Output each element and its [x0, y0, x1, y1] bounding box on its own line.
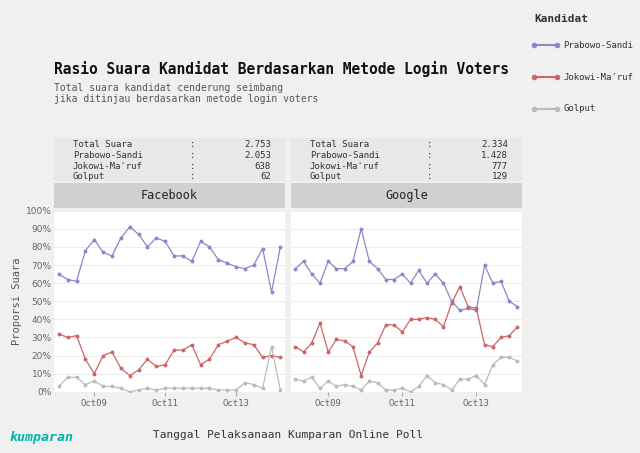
Text: Kandidat: Kandidat [534, 14, 588, 24]
Text: 777: 777 [492, 162, 508, 171]
Text: Facebook: Facebook [141, 189, 198, 202]
Text: Golput: Golput [563, 104, 595, 113]
Text: :: : [427, 173, 432, 181]
Text: Jokowi-Ma'ruf: Jokowi-Ma'ruf [310, 162, 380, 171]
Text: Google: Google [385, 189, 428, 202]
Text: 2.053: 2.053 [244, 151, 271, 160]
Text: :: : [190, 173, 195, 181]
Text: :: : [427, 162, 432, 171]
Text: Jokowi-Ma'ruf: Jokowi-Ma'ruf [563, 72, 633, 82]
Text: Golput: Golput [73, 173, 105, 181]
Text: :: : [190, 140, 195, 149]
Text: :: : [427, 140, 432, 149]
Text: Prabowo-Sandi: Prabowo-Sandi [563, 41, 633, 50]
Text: Jokowi-Ma'ruf: Jokowi-Ma'ruf [73, 162, 143, 171]
Text: :: : [190, 162, 195, 171]
Text: Total Suara: Total Suara [310, 140, 369, 149]
Text: kumparan: kumparan [10, 431, 74, 444]
Text: 2.334: 2.334 [481, 140, 508, 149]
Text: 2.753: 2.753 [244, 140, 271, 149]
Text: :: : [427, 151, 432, 160]
Text: Tanggal Pelaksanaan Kumparan Online Poll: Tanggal Pelaksanaan Kumparan Online Poll [153, 430, 423, 440]
Text: Total suara kandidat cenderung seimbang
jika ditinjau berdasarkan metode login v: Total suara kandidat cenderung seimbang … [54, 82, 319, 104]
Text: 1.428: 1.428 [481, 151, 508, 160]
Text: :: : [190, 151, 195, 160]
Text: 129: 129 [492, 173, 508, 181]
Text: 638: 638 [255, 162, 271, 171]
Text: Prabowo-Sandi: Prabowo-Sandi [310, 151, 380, 160]
Text: Total Suara: Total Suara [73, 140, 132, 149]
Text: Prabowo-Sandi: Prabowo-Sandi [73, 151, 143, 160]
Text: Rasio Suara Kandidat Berdasarkan Metode Login Voters: Rasio Suara Kandidat Berdasarkan Metode … [54, 61, 509, 77]
Text: Golput: Golput [310, 173, 342, 181]
Text: 62: 62 [260, 173, 271, 181]
Y-axis label: Proporsi Suara: Proporsi Suara [12, 257, 22, 345]
